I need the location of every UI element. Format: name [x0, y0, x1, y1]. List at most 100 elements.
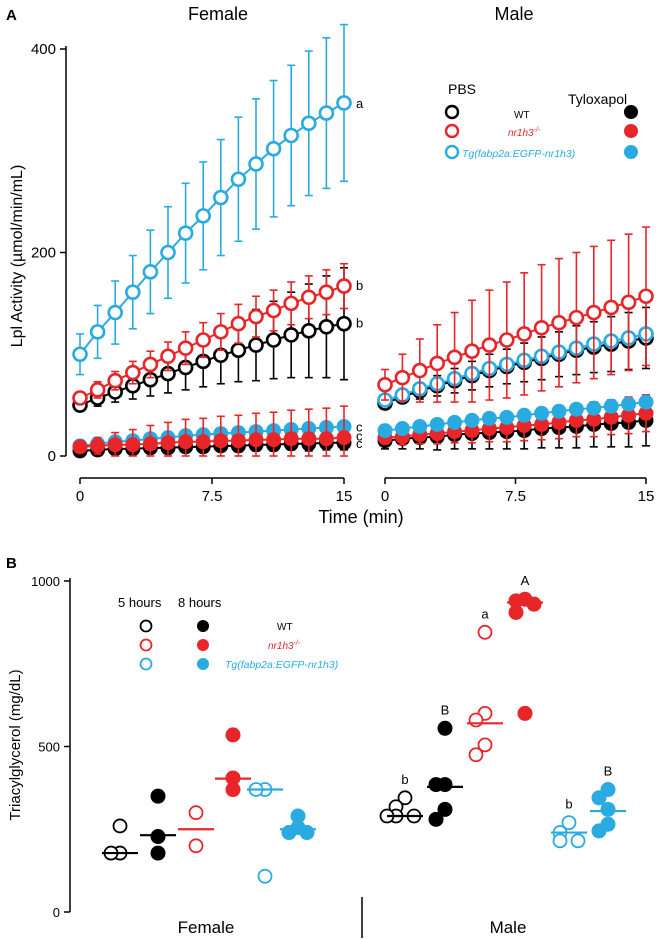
significance-letter: c	[356, 436, 363, 451]
legend-b-nr1h3-8h-marker	[197, 639, 209, 651]
panel-a-y-tick-label: 0	[48, 448, 56, 465]
series-female-nr1h3-tylox	[72, 405, 352, 457]
data-point	[177, 225, 194, 241]
data-point	[428, 777, 444, 793]
data-point	[318, 284, 335, 300]
data-point	[283, 127, 300, 144]
data-point	[195, 434, 211, 450]
panel-b-legend: 5 hours 8 hours WT nr1h3-/- Tg(fabp2a:EG…	[118, 595, 338, 671]
series-line	[384, 419, 647, 442]
data-point	[290, 808, 306, 824]
group-female-nr1h3-5hours	[178, 805, 214, 854]
data-point	[301, 431, 317, 447]
data-point	[534, 405, 550, 421]
series-female-tg-pbs	[72, 23, 352, 376]
data-point	[160, 435, 176, 451]
data-point	[72, 439, 88, 455]
data-point	[125, 437, 141, 453]
data-point	[621, 396, 637, 412]
legend-nr1h3-tylox-marker	[624, 124, 638, 138]
panel-a-legend: PBS Tyloxapol WT nr1h3-/- Tg(fabp2a:EGFP…	[444, 81, 638, 160]
data-point	[195, 332, 211, 348]
data-point	[188, 805, 204, 821]
panel-b-ylabel: Triacylglycerol (mg/dL)	[7, 669, 24, 820]
data-point	[150, 829, 166, 845]
data-point	[568, 412, 584, 428]
group-female-tg-5hours	[247, 782, 283, 884]
data-point	[468, 747, 484, 763]
data-point	[300, 115, 317, 132]
data-point	[300, 289, 317, 306]
series-line	[79, 436, 345, 448]
data-point	[299, 825, 315, 841]
group-male-tg-8hours	[590, 782, 626, 839]
data-point	[591, 790, 607, 806]
data-point	[586, 400, 602, 416]
data-point	[195, 208, 211, 224]
series-line	[384, 401, 647, 432]
data-point	[107, 304, 123, 321]
panel-a-male-x-tick-label: 0	[381, 488, 389, 505]
significance-letter: a	[356, 96, 364, 111]
data-point	[107, 437, 123, 453]
significance-letter: b	[356, 278, 363, 293]
data-point	[551, 414, 567, 430]
data-point	[586, 411, 602, 427]
panel-a-letter: A	[6, 7, 17, 24]
significance-letter: b	[401, 772, 408, 787]
series-line	[79, 102, 345, 355]
data-point	[508, 604, 524, 620]
series-male-nr1h3-pbs	[377, 226, 654, 403]
panel-a-female-x-tick-label: 7.5	[202, 488, 223, 505]
data-point	[72, 346, 88, 363]
data-point	[468, 712, 484, 728]
data-point	[498, 332, 515, 348]
panel-a-xlabel: Time (min)	[318, 507, 403, 527]
series-female-nr1h3-pbs	[72, 262, 352, 406]
data-point	[248, 156, 264, 172]
data-point	[591, 823, 607, 839]
significance-letter: b	[565, 797, 572, 812]
legend-b-wt-8h-marker	[197, 620, 209, 632]
panel-a-male-x-tick-label: 7.5	[505, 488, 526, 505]
group-male-wt-8hours	[427, 720, 463, 827]
data-point	[517, 705, 533, 721]
data-point	[177, 340, 194, 356]
data-point	[621, 407, 637, 423]
series-line	[79, 425, 345, 447]
legend-5-hours: 5 hours	[118, 595, 162, 610]
data-point	[508, 593, 524, 609]
data-point	[336, 430, 352, 446]
group-male-wt-5hours	[379, 790, 423, 824]
data-point	[318, 105, 335, 121]
data-point	[89, 382, 106, 398]
data-point	[638, 405, 654, 421]
data-point	[300, 323, 317, 339]
panel-b-y-tick-label: 1000	[31, 574, 60, 589]
data-point	[397, 790, 413, 806]
panel-a-ylabel: Lpl Activity (µmol/min/mL)	[9, 165, 26, 348]
panel-b-y-tick-label: 0	[53, 905, 60, 920]
data-point	[412, 418, 428, 434]
data-point	[464, 343, 480, 359]
legend-wt-pbs-marker	[444, 104, 460, 120]
series-line	[384, 332, 647, 401]
panel-a-y-tick-label: 400	[31, 41, 56, 58]
data-point	[336, 95, 352, 111]
data-point	[107, 372, 123, 389]
data-point	[230, 433, 246, 449]
panel-a-male-x-tick-label: 15	[638, 488, 655, 505]
data-point	[178, 434, 194, 450]
significance-letter: c	[356, 420, 363, 435]
panel-a-female-title: Female	[188, 4, 248, 24]
data-point	[318, 318, 335, 335]
legend-b-tg-8h-marker	[197, 658, 209, 670]
data-point	[411, 362, 428, 379]
data-point	[437, 801, 453, 817]
data-point	[213, 189, 229, 206]
series-line	[384, 412, 647, 439]
data-point	[142, 356, 159, 373]
data-point	[112, 818, 128, 834]
panel-a-male-title: Male	[494, 4, 533, 24]
panel-b-group-female: Female	[178, 918, 235, 937]
